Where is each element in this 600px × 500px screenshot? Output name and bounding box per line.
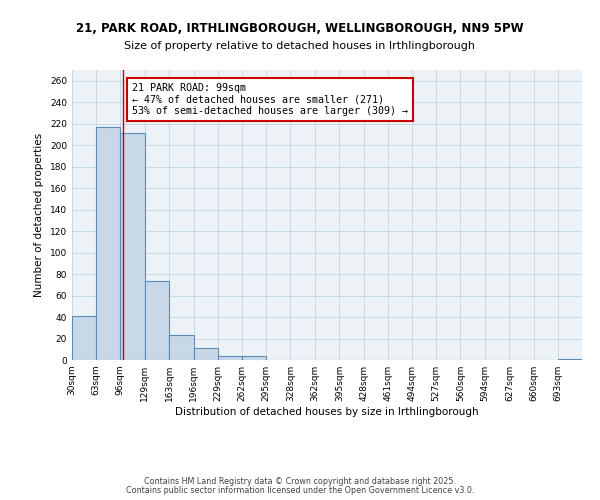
Text: 21 PARK ROAD: 99sqm
← 47% of detached houses are smaller (271)
53% of semi-detac: 21 PARK ROAD: 99sqm ← 47% of detached ho… <box>132 83 408 116</box>
Bar <box>145 280 169 360</box>
Bar <box>218 356 242 360</box>
X-axis label: Distribution of detached houses by size in Irthlingborough: Distribution of detached houses by size … <box>175 407 479 417</box>
Text: Size of property relative to detached houses in Irthlingborough: Size of property relative to detached ho… <box>125 41 476 51</box>
Bar <box>121 134 145 360</box>
Text: Contains public sector information licensed under the Open Government Licence v3: Contains public sector information licen… <box>126 486 474 495</box>
Bar <box>169 336 194 360</box>
Y-axis label: Number of detached properties: Number of detached properties <box>34 133 44 297</box>
Text: 21, PARK ROAD, IRTHLINGBOROUGH, WELLINGBOROUGH, NN9 5PW: 21, PARK ROAD, IRTHLINGBOROUGH, WELLINGB… <box>76 22 524 36</box>
Bar <box>558 359 582 360</box>
Text: Contains HM Land Registry data © Crown copyright and database right 2025.: Contains HM Land Registry data © Crown c… <box>144 477 456 486</box>
Bar <box>72 316 96 360</box>
Bar <box>96 127 121 360</box>
Bar <box>194 348 218 360</box>
Bar <box>242 356 266 360</box>
